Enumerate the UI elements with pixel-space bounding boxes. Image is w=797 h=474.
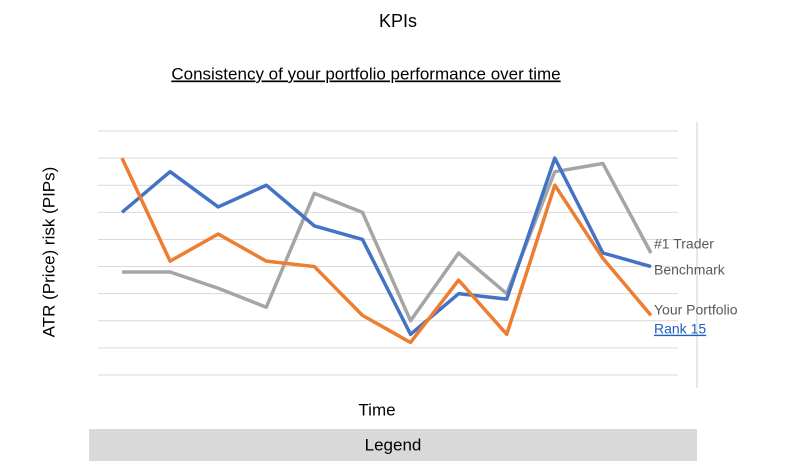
legend-bar [89, 429, 697, 461]
rank-link[interactable]: Rank 15 [654, 321, 706, 337]
series-line [120, 157, 653, 345]
legend-label: Benchmark [654, 262, 726, 278]
chart-title: KPIs [379, 11, 417, 31]
legend-label: Your Portfolio [654, 302, 738, 318]
legend-label: #1 Trader [654, 236, 714, 252]
legend-title: Legend [365, 435, 422, 454]
y-axis-label: ATR (Price) risk (PIPs) [39, 167, 58, 338]
x-axis-label: Time [358, 400, 395, 419]
series-line [120, 156, 652, 337]
chart-subtitle: Consistency of your portfolio performanc… [171, 64, 560, 83]
